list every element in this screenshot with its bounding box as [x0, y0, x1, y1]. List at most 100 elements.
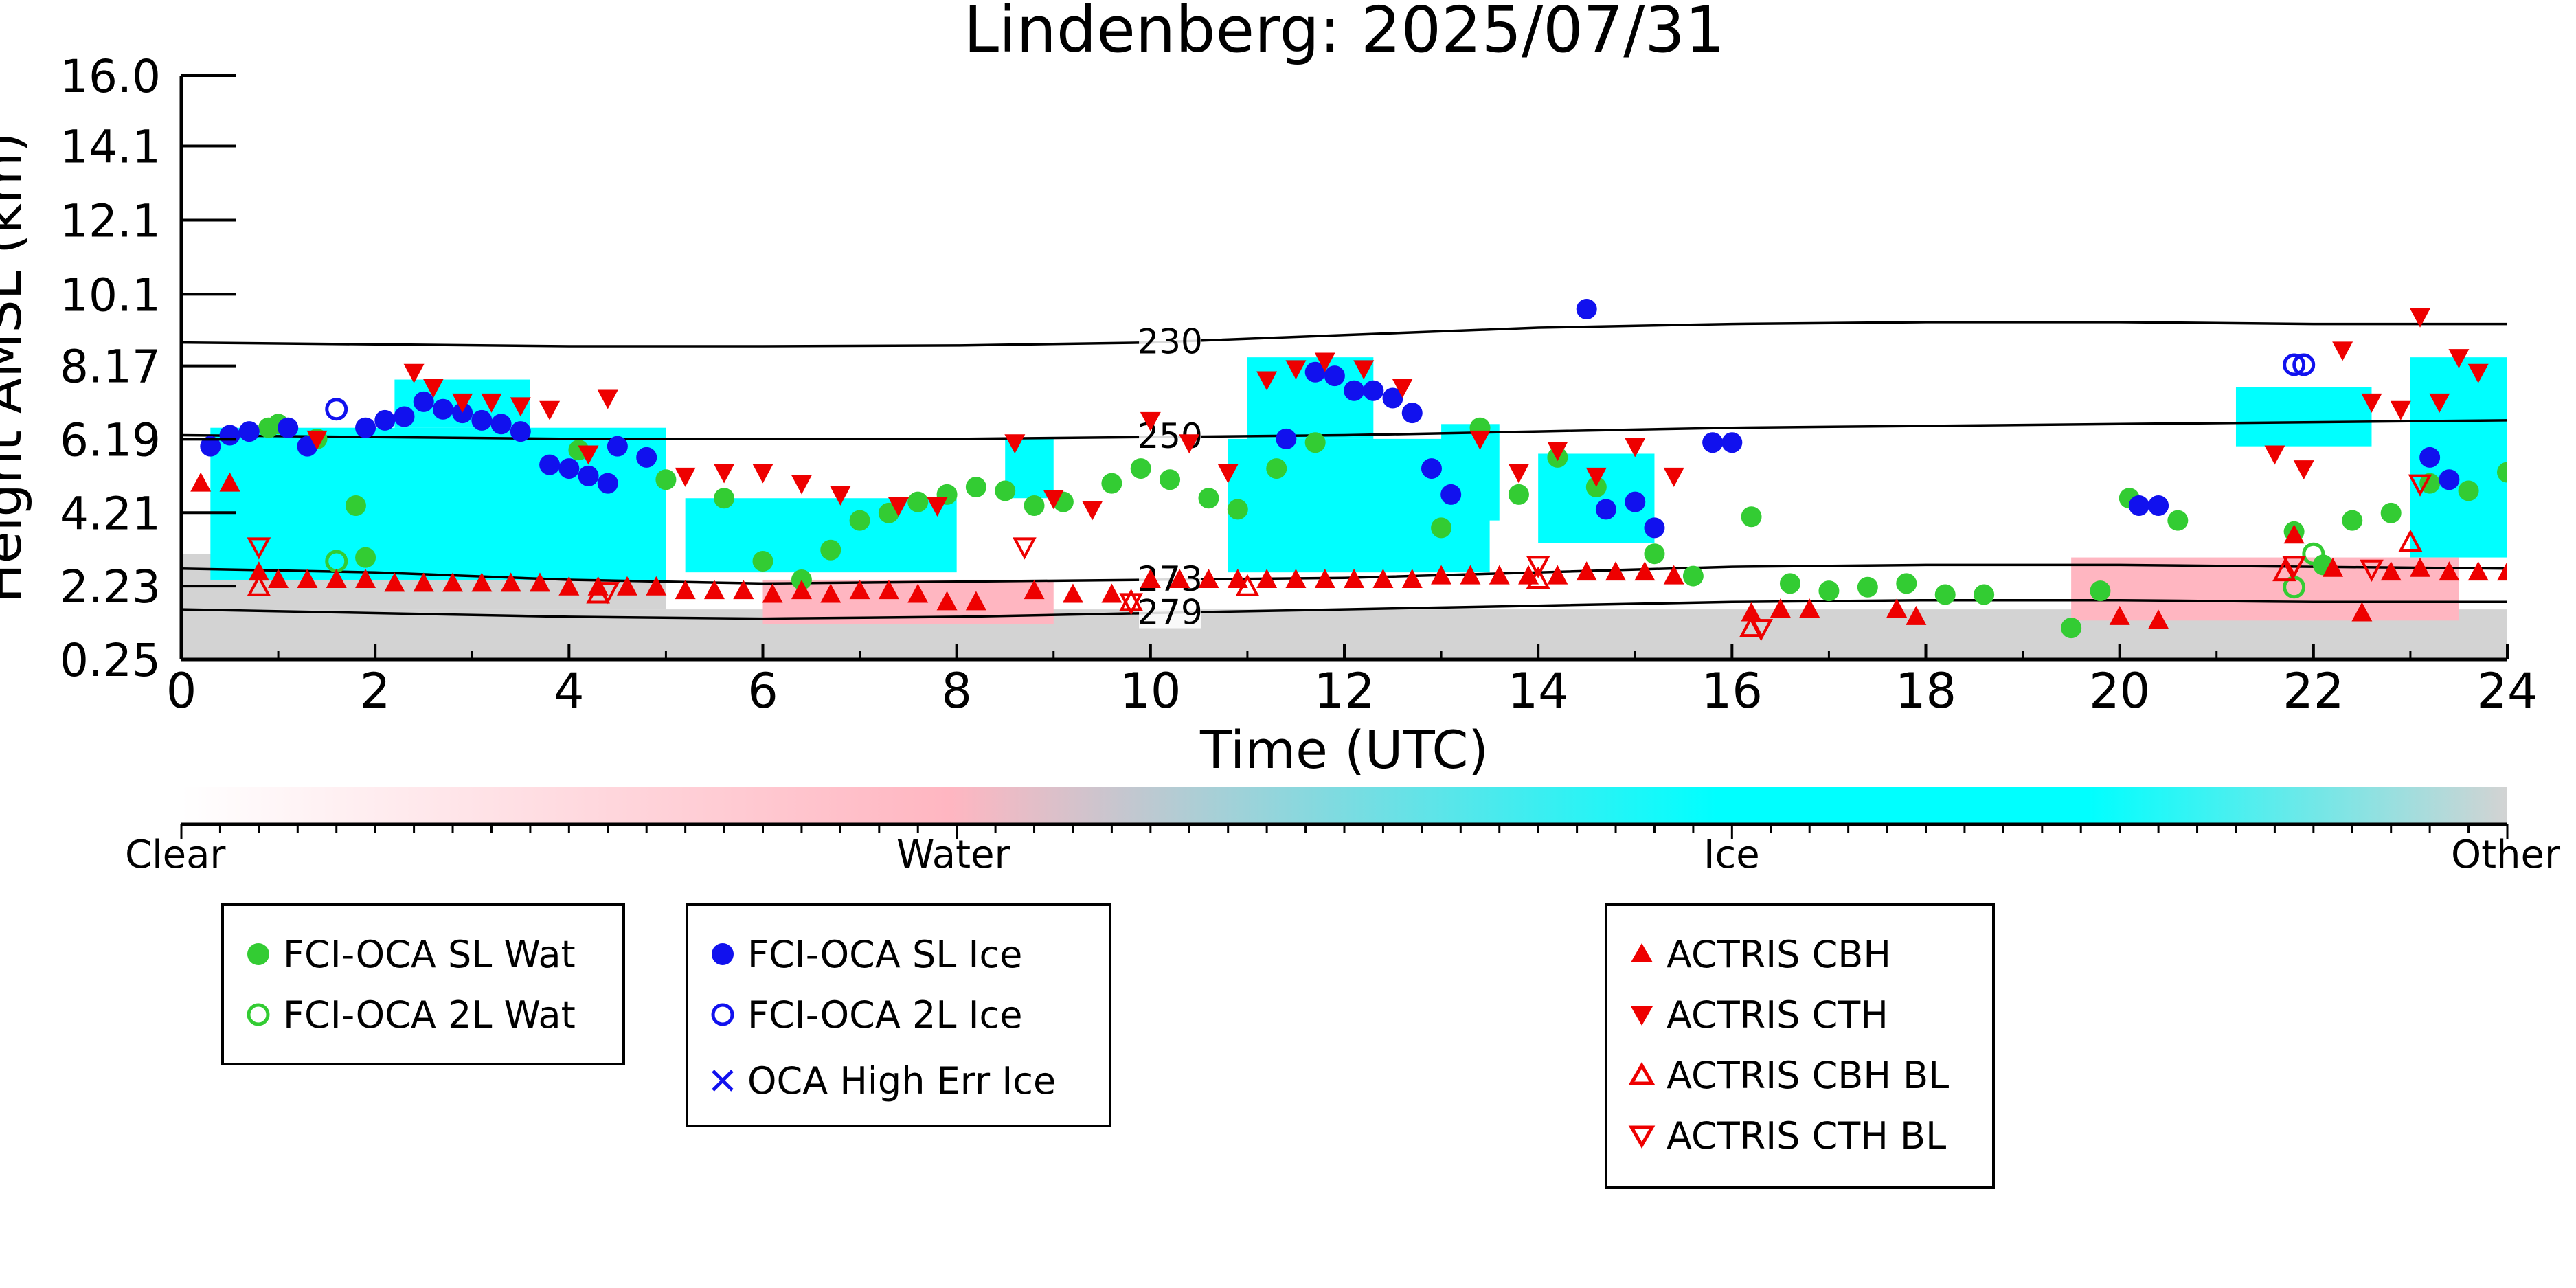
- open-circle-icon: [247, 1003, 270, 1026]
- data-point: [820, 583, 841, 603]
- data-point: [733, 580, 754, 600]
- data-point: [422, 379, 444, 398]
- data-point: [403, 363, 425, 383]
- data-point: [762, 583, 783, 603]
- legend-item-sl-ice: FCI-OCA SL Ice: [688, 927, 1022, 982]
- data-point: [2283, 353, 2306, 376]
- y-tick-label: 14.1: [60, 121, 161, 174]
- data-point: [1431, 517, 1452, 539]
- data-point: [1101, 473, 1122, 494]
- data-point: [2419, 473, 2441, 494]
- data-point: [1266, 458, 1287, 479]
- data-point: [1431, 565, 1452, 585]
- legend-ice: FCI-OCA SL Ice FCI-OCA 2L Ice OCA High E…: [686, 903, 1111, 1127]
- data-point: [1082, 501, 1103, 521]
- data-point: [2410, 308, 2431, 328]
- x-tick-label: 0: [166, 663, 197, 719]
- data-point: [2148, 609, 2169, 629]
- data-point: [2282, 556, 2306, 578]
- data-point: [1749, 619, 1774, 642]
- y-tick-label: 12.1: [60, 194, 161, 247]
- data-point: [558, 458, 580, 479]
- data-point: [703, 580, 725, 600]
- data-point: [578, 445, 599, 465]
- data-point: [1721, 432, 1743, 453]
- data-point: [1857, 576, 1878, 598]
- x-tick-label: 16: [1702, 663, 1763, 719]
- data-point: [752, 464, 773, 484]
- data-point: [791, 475, 812, 495]
- x-tick-label: 12: [1313, 663, 1375, 719]
- contour-label-bg: [1139, 323, 1201, 358]
- legend-item-cbh: ACTRIS CBH: [1607, 927, 1891, 982]
- data-point: [1934, 584, 1956, 605]
- data-point: [2342, 510, 2363, 531]
- data-point: [1344, 568, 1365, 588]
- contour-label: 230: [1137, 322, 1202, 362]
- data-point: [2167, 510, 2189, 531]
- data-point: [2090, 580, 2111, 602]
- data-point: [2332, 341, 2353, 361]
- data-point: [1508, 484, 1529, 505]
- x-tick-label: 4: [554, 663, 585, 719]
- data-point: [1198, 488, 1219, 509]
- data-point: [2448, 349, 2470, 369]
- data-point: [384, 572, 405, 592]
- data-point: [1013, 537, 1037, 560]
- data-point: [616, 576, 637, 596]
- data-point: [2292, 353, 2316, 376]
- data-point: [1440, 484, 1462, 505]
- data-point: [1663, 467, 1684, 487]
- x-tick-label: 14: [1508, 663, 1569, 719]
- data-point: [2109, 605, 2130, 625]
- filled-circle-icon: [247, 943, 269, 965]
- legend-label: ACTRIS CBH: [1667, 932, 1891, 976]
- data-point: [1314, 352, 1335, 372]
- legend-item-2l-ice: FCI-OCA 2L Ice: [688, 987, 1022, 1042]
- data-point: [1585, 477, 1607, 498]
- data-point: [1526, 566, 1550, 589]
- data-point: [442, 572, 464, 592]
- legend-item-cth-bl: ACTRIS CTH BL: [1607, 1108, 1946, 1163]
- x-tick-label: 10: [1120, 663, 1181, 719]
- data-point: [1314, 568, 1335, 588]
- data-point: [995, 480, 1016, 501]
- data-point: [1585, 467, 1607, 487]
- data-point: [965, 591, 986, 611]
- data-point: [471, 572, 493, 592]
- data-point: [675, 580, 696, 600]
- data-point: [200, 436, 221, 457]
- data-point: [1140, 411, 1161, 431]
- data-point: [355, 568, 376, 588]
- data-point: [1256, 371, 1278, 391]
- data-point: [791, 569, 812, 590]
- data-point: [510, 397, 531, 417]
- data-point: [849, 580, 870, 600]
- data-point: [355, 547, 376, 568]
- data-point: [2497, 462, 2507, 483]
- data-point: [2497, 561, 2507, 581]
- y-tick-label: 16.0: [60, 50, 161, 103]
- data-point: [1043, 490, 1064, 510]
- data-point: [1119, 593, 1143, 615]
- data-point: [752, 550, 773, 572]
- data-point: [278, 417, 299, 438]
- y-axis-label: Height AMSL (km): [0, 132, 33, 602]
- data-point: [1217, 464, 1239, 484]
- data-point: [1576, 561, 1597, 581]
- legend-label: ACTRIS CTH BL: [1667, 1114, 1947, 1157]
- data-point: [936, 591, 958, 611]
- data-point: [1595, 499, 1616, 520]
- legend-item-2l-wat: FCI-OCA 2L Wat: [224, 987, 576, 1042]
- legend-label: ACTRIS CTH: [1667, 993, 1888, 1037]
- data-point: [190, 472, 212, 492]
- data-point: [2323, 557, 2344, 577]
- data-point: [247, 537, 271, 560]
- data-point: [578, 465, 599, 486]
- data-point: [1363, 380, 1384, 401]
- data-point: [849, 510, 870, 531]
- data-point: [1324, 365, 1345, 387]
- data-point: [1169, 568, 1190, 588]
- data-point: [2148, 495, 2169, 517]
